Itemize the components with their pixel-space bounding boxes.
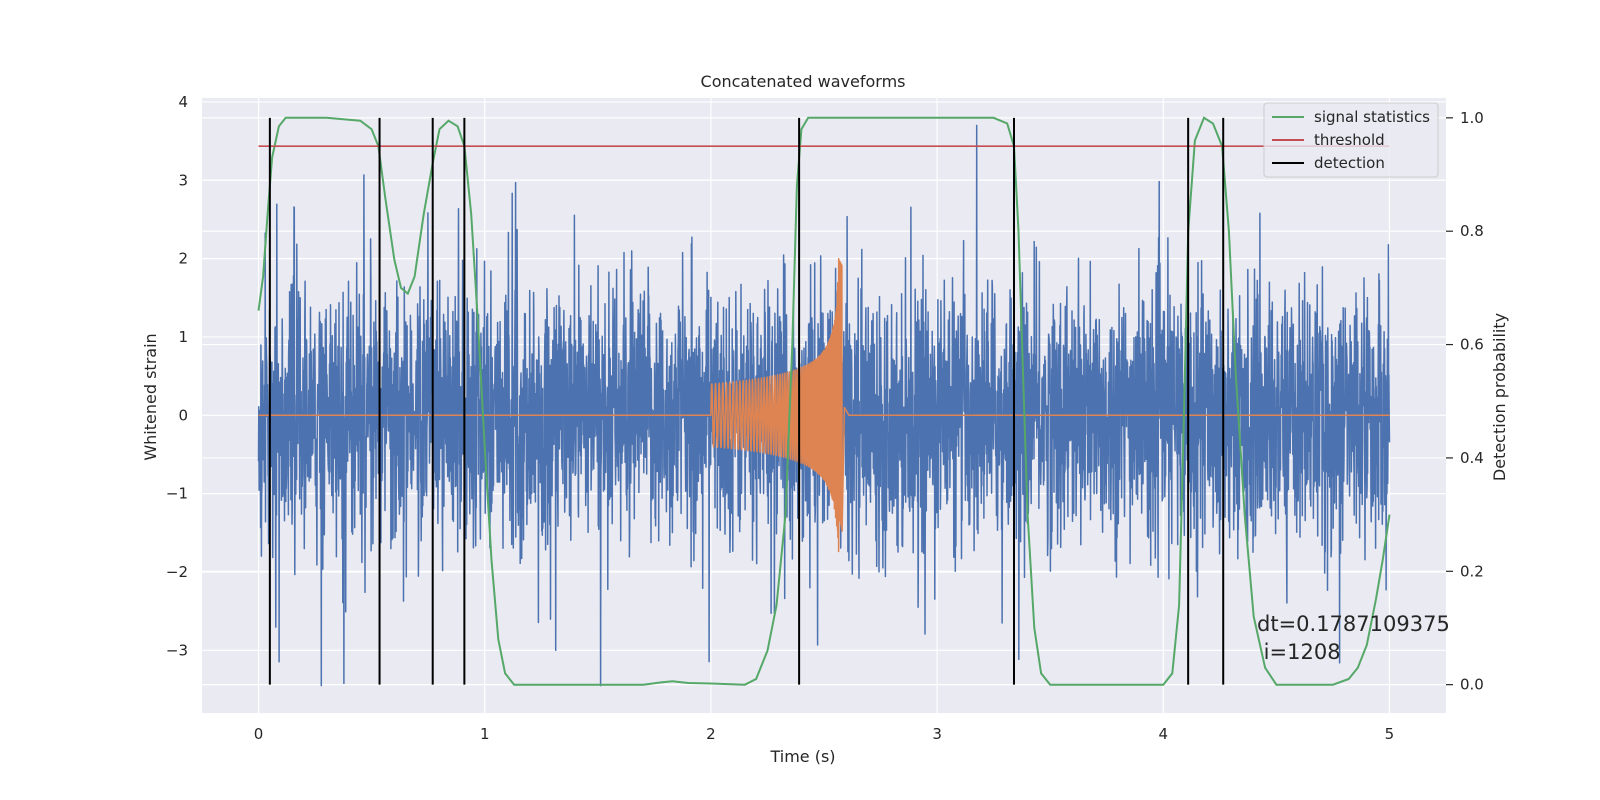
legend-label-detection: detection <box>1314 154 1385 172</box>
injected-waveform <box>258 257 1390 553</box>
legend-label-signal-statistics: signal statistics <box>1314 108 1430 126</box>
y-tick-label-4: 1 <box>178 328 188 346</box>
y-tick-label-1: −2 <box>166 563 188 581</box>
y-tick-label-5: 2 <box>178 250 188 268</box>
y2-axis-ticks: 0.0 0.2 0.4 0.6 0.8 1.0 <box>1446 109 1484 694</box>
legend: signal statistics threshold detection <box>1263 102 1439 178</box>
y-axis-ticks: −3 −2 −1 0 1 2 3 4 <box>166 93 188 659</box>
x-tick-label-2: 2 <box>706 725 716 743</box>
x-tick-label-1: 1 <box>480 725 490 743</box>
chart-title: Concatenated waveforms <box>701 72 906 91</box>
signal-statistics-line <box>257 116 1391 686</box>
y-tick-label-7: 4 <box>178 93 188 111</box>
y2-tick-label-4: 0.8 <box>1460 222 1484 240</box>
y-tick-label-3: 0 <box>178 406 188 424</box>
y-tick-label-6: 3 <box>178 171 188 189</box>
y2-tick-label-1: 0.2 <box>1460 562 1484 580</box>
annotation-dt: dt=0.1787109375 <box>1257 612 1450 636</box>
noise-trace <box>257 124 1391 687</box>
y2-tick-label-2: 0.4 <box>1460 449 1484 467</box>
legend-box <box>1263 102 1439 178</box>
y2-tick-label-3: 0.6 <box>1460 336 1484 354</box>
x-tick-label-5: 5 <box>1385 725 1395 743</box>
y2-axis-label: Detection probability <box>1490 313 1509 481</box>
x-tick-label-3: 3 <box>932 725 942 743</box>
y-axis-label: Whitened strain <box>141 333 160 460</box>
legend-label-threshold: threshold <box>1314 131 1385 149</box>
x-tick-label-0: 0 <box>254 725 264 743</box>
y2-tick-label-5: 1.0 <box>1460 109 1484 127</box>
x-axis-label: Time (s) <box>769 747 835 766</box>
plot-content <box>257 116 1391 687</box>
annotations: dt=0.1787109375 i=1208 <box>1257 612 1450 664</box>
x-tick-label-4: 4 <box>1158 725 1168 743</box>
y-tick-label-2: −1 <box>166 485 188 503</box>
y-tick-label-0: −3 <box>166 641 188 659</box>
x-axis-ticks: 0 1 2 3 4 5 <box>254 725 1394 743</box>
y2-tick-label-0: 0.0 <box>1460 676 1484 694</box>
annotation-index: i=1208 <box>1257 640 1341 664</box>
